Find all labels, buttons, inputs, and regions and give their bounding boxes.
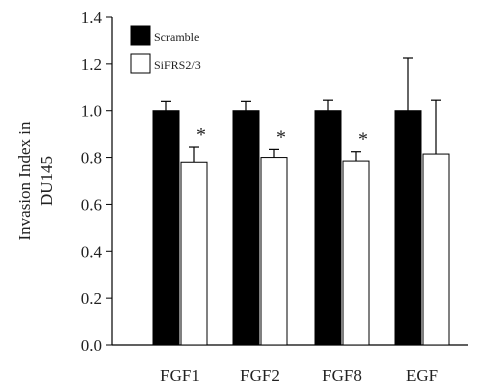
y-axis: 0.0 0.2 0.4 0.6 0.8 1.0 1.2 1.4 — [81, 8, 113, 355]
y-tick-label: 1.2 — [81, 55, 102, 74]
category-label: FGF8 — [322, 366, 362, 385]
y-tick-label: 0.4 — [81, 242, 103, 261]
category-labels: FGF1 FGF2 FGF8 EGF — [160, 366, 438, 385]
bar-scramble — [314, 110, 342, 346]
y-axis-label: Invasion Index in DU145 — [15, 121, 56, 240]
bar-sifrs23 — [260, 157, 288, 346]
y-tick-label: 1.0 — [81, 102, 102, 121]
y-tick-label: 0.0 — [81, 336, 102, 355]
legend: Scramble SiFRS2/3 — [130, 25, 201, 74]
legend-swatch-sifrs23 — [130, 53, 151, 74]
y-tick-label: 0.8 — [81, 149, 102, 168]
bar-scramble — [394, 110, 422, 346]
bar-sifrs23 — [180, 161, 208, 346]
bar-scramble — [152, 110, 180, 346]
significance-star: * — [196, 124, 206, 146]
legend-label-sifrs23: SiFRS2/3 — [154, 58, 201, 72]
legend-swatch-scramble — [130, 25, 151, 46]
bar-scramble — [232, 110, 260, 346]
legend-label-scramble: Scramble — [154, 30, 199, 44]
y-tick-label: 1.4 — [81, 8, 103, 27]
y-tick-label: 0.6 — [81, 195, 102, 214]
bar-sifrs23 — [422, 153, 450, 346]
category-label: FGF2 — [240, 366, 280, 385]
significance-star: * — [358, 129, 368, 151]
bar-sifrs23 — [342, 160, 370, 346]
category-label: FGF1 — [160, 366, 200, 385]
y-tick-label: 0.2 — [81, 289, 102, 308]
y-axis-label-line: Invasion Index in — [15, 121, 34, 240]
category-label: EGF — [406, 366, 438, 385]
y-axis-label-line: DU145 — [37, 156, 56, 206]
bars: * * * — [152, 57, 450, 346]
significance-star: * — [276, 126, 286, 148]
